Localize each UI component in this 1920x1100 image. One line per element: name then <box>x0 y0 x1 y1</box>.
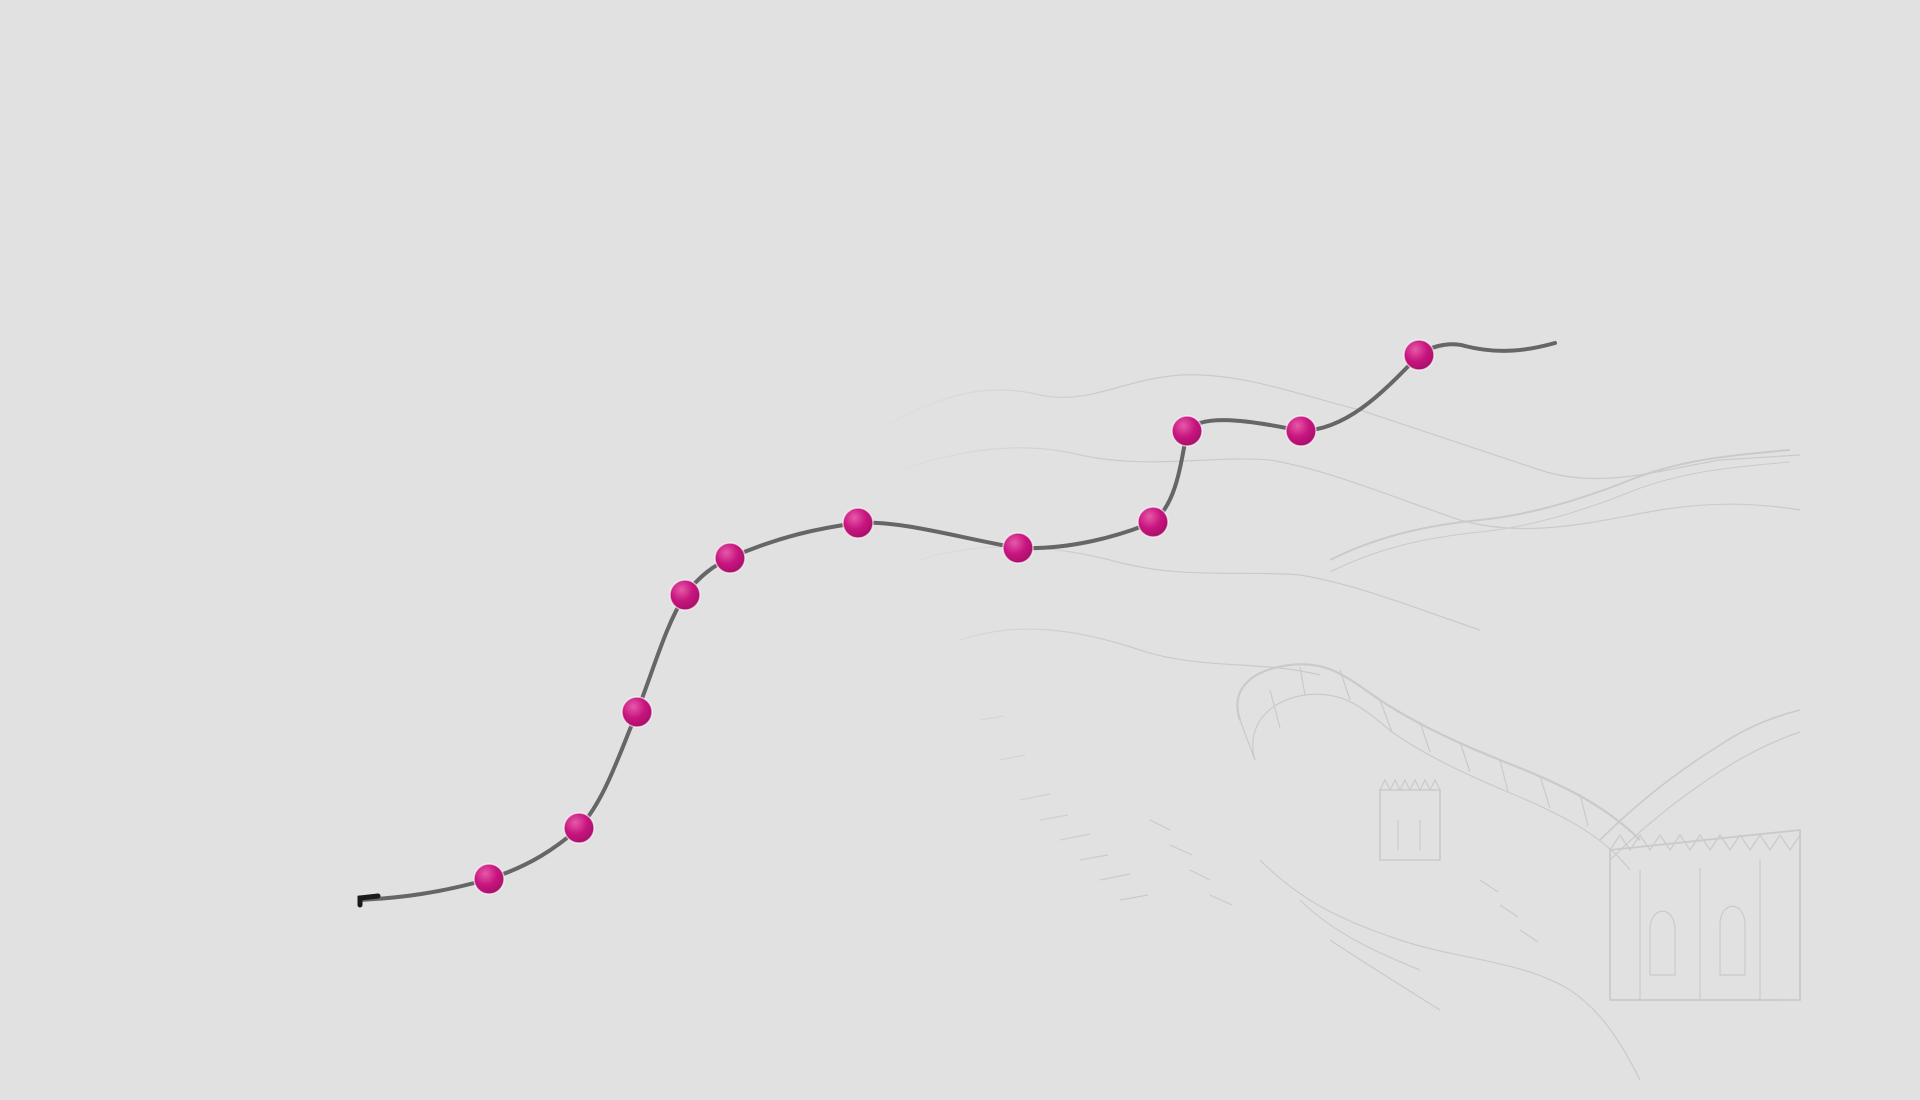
timeline-marker-8[interactable] <box>1138 507 1168 537</box>
timeline-marker-5[interactable] <box>715 543 745 573</box>
timeline-marker-2[interactable] <box>564 813 594 843</box>
timeline-marker-7[interactable] <box>1003 533 1033 563</box>
timeline-marker-3[interactable] <box>622 697 652 727</box>
timeline-marker-6[interactable] <box>843 508 873 538</box>
timeline-marker-9[interactable] <box>1172 416 1202 446</box>
timeline-marker-11[interactable] <box>1404 340 1434 370</box>
timeline-marker-10[interactable] <box>1286 416 1316 446</box>
sketch-fade <box>860 360 1120 1100</box>
timeline-marker-4[interactable] <box>670 580 700 610</box>
timeline-marker-1[interactable] <box>474 864 504 894</box>
